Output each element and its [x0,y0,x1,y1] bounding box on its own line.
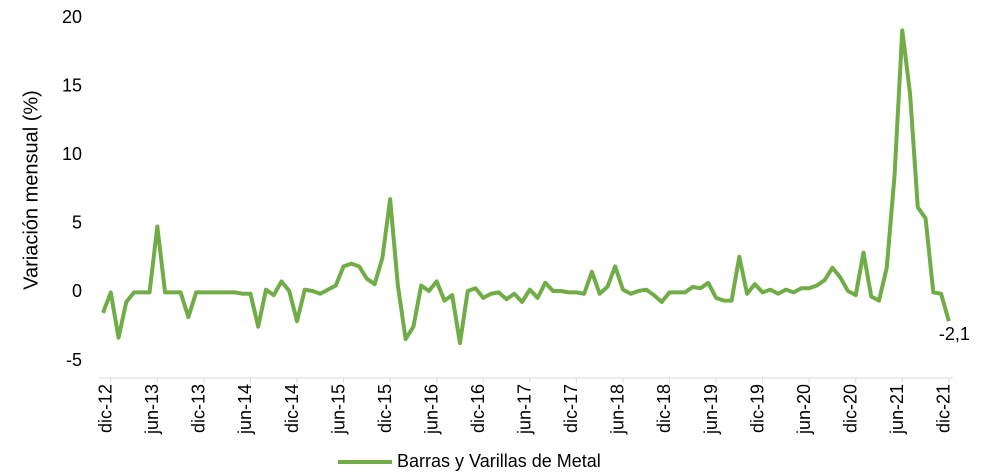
x-tick-label: dic-16 [468,384,488,433]
y-tick-label: 15 [62,75,82,95]
x-tick-label: dic-15 [375,384,395,433]
x-tick-label: jun-15 [328,384,348,435]
x-tick-label: dic-20 [840,384,860,433]
x-tick-label: jun-16 [421,384,441,435]
x-tick-label: jun-17 [515,384,535,435]
x-tick-label: jun-18 [608,384,628,435]
y-tick-label: 20 [62,7,82,27]
x-tick-label: jun-20 [794,384,814,435]
x-tick-label: jun-13 [142,384,162,435]
x-tick-label: dic-13 [189,384,209,433]
x-tick-label: dic-18 [654,384,674,433]
x-tick-label: dic-19 [747,384,767,433]
x-tick-label: dic-21 [934,384,954,433]
x-tick-label: dic-12 [96,384,116,433]
x-tick-label: dic-14 [282,384,302,433]
x-tick-label: jun-19 [701,384,721,435]
data-label: -2,1 [939,324,970,344]
x-tick-label: dic-17 [561,384,581,433]
y-tick-label: 0 [72,281,82,301]
x-tick-label: jun-14 [235,384,255,435]
data-line [101,28,951,346]
x-tick-label: jun-21 [887,384,907,435]
y-tick-label: -5 [66,350,82,370]
y-axis-title: Variación mensual (%) [20,90,42,290]
y-tick-label: 10 [62,144,82,164]
legend-label: Barras y Varillas de Metal [397,451,601,471]
y-tick-label: 5 [72,213,82,233]
